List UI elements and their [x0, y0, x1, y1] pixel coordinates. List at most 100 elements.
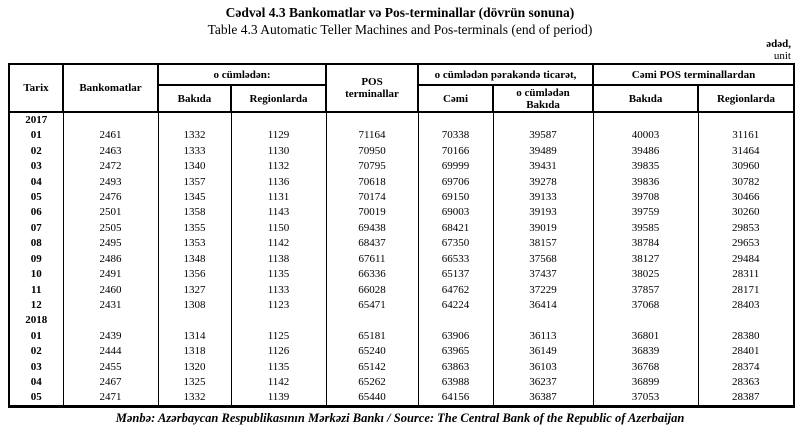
value-cell: 1136	[230, 174, 327, 190]
value-cell: 36899	[592, 375, 699, 391]
value-cell: 70166	[417, 143, 494, 159]
value-cell: 65440	[325, 390, 419, 407]
col-header-o-cumleden-bakida: o cümlədən Bakıda	[492, 84, 595, 113]
empty-cell	[592, 112, 699, 128]
value-cell: 2495	[62, 236, 159, 252]
value-cell: 63965	[417, 344, 494, 360]
value-cell: 36839	[592, 344, 699, 360]
data-row: 01 2439 1314 1125 65181 63906 36113 36801 28380	[8, 328, 795, 345]
value-cell: 65240	[325, 344, 419, 360]
statistics-table: Tarix Bankomatlar o cümlədən: POS termin…	[8, 63, 796, 409]
value-cell: 64156	[417, 390, 494, 407]
value-cell: 68421	[417, 220, 494, 237]
value-cell: 29653	[697, 236, 795, 252]
data-row: 01 2461 1332 1129 71164 70338 39587 40003 31161	[8, 128, 795, 144]
data-row: 10 2491 1356 1135 66336 65137 37437 38025 28311	[8, 266, 795, 283]
value-cell: 66028	[325, 282, 419, 298]
value-cell: 69438	[325, 220, 419, 237]
value-cell: 70019	[325, 205, 419, 221]
year-label: 2017	[8, 112, 64, 128]
table-title-az: Cədvəl 4.3 Bankomatlar və Pos-terminalla…	[225, 5, 575, 20]
value-cell: 1332	[157, 390, 232, 407]
value-cell: 39431	[492, 158, 594, 175]
value-cell: 71164	[325, 128, 419, 144]
value-cell: 70795	[325, 158, 419, 175]
value-cell: 2467	[62, 375, 159, 391]
value-cell: 66336	[325, 266, 419, 283]
value-cell: 39133	[492, 189, 594, 206]
col-header-bankomatlar: Bankomatlar	[62, 63, 159, 113]
value-cell: 1314	[157, 328, 232, 345]
col-header-regionlarda: Regionlarda	[229, 84, 328, 113]
value-cell: 1125	[230, 328, 327, 345]
value-cell: 65142	[325, 359, 419, 375]
value-cell: 29853	[697, 220, 795, 237]
value-cell: 70174	[325, 189, 419, 206]
table-title-en: Table 4.3 Automatic Teller Machines and …	[207, 22, 593, 37]
data-row: 07 2505 1355 1150 69438 68421 39019 39585 29853	[8, 220, 795, 237]
value-cell: 39278	[492, 174, 594, 190]
value-cell: 38157	[492, 236, 594, 252]
group-header-retail-trade: o cümlədən pərakəndə ticarət,	[417, 63, 595, 86]
value-cell: 2471	[62, 390, 159, 407]
data-row: 03 2455 1320 1135 65142 63863 36103 36768 28374	[8, 359, 795, 375]
value-cell: 28311	[697, 266, 795, 283]
value-cell: 37437	[492, 266, 594, 283]
value-cell: 36149	[492, 344, 594, 360]
empty-cell	[592, 313, 699, 329]
value-cell: 1143	[230, 205, 327, 221]
empty-cell	[325, 313, 419, 329]
value-cell: 39708	[592, 189, 699, 206]
value-cell: 65471	[325, 297, 419, 314]
value-cell: 1139	[230, 390, 327, 407]
value-cell: 2431	[62, 297, 159, 314]
empty-cell	[62, 313, 159, 329]
empty-cell	[492, 112, 594, 128]
data-row: 03 2472 1340 1132 70795 69999 39431 39835 30960	[8, 158, 795, 175]
value-cell: 1138	[230, 251, 327, 267]
value-cell: 2439	[62, 328, 159, 345]
col-header-pos-line2: terminallar	[345, 88, 399, 100]
unit-label-en: unit	[773, 49, 791, 62]
value-cell: 1358	[157, 205, 232, 221]
value-cell: 39835	[592, 158, 699, 175]
value-cell: 37568	[492, 251, 594, 267]
year-label: 2018	[8, 313, 64, 329]
empty-cell	[697, 112, 795, 128]
data-row: 11 2460 1327 1133 66028 64762 37229 37857 28171	[8, 282, 795, 298]
empty-cell	[492, 313, 594, 329]
value-cell: 30260	[697, 205, 795, 221]
value-cell: 1129	[230, 128, 327, 144]
value-cell: 1132	[230, 158, 327, 175]
value-cell: 1325	[157, 375, 232, 391]
group-header-o-cumleden: o cümlədən:	[156, 63, 328, 86]
value-cell: 28387	[697, 390, 795, 407]
month-label: 01	[8, 328, 64, 345]
value-cell: 1355	[157, 220, 232, 237]
value-cell: 1126	[230, 344, 327, 360]
data-row: 02 2463 1333 1130 70950 70166 39489 39486 31464	[8, 143, 795, 159]
month-label: 08	[8, 236, 64, 252]
value-cell: 2486	[62, 251, 159, 267]
source-note: Mənbə: Azərbaycan Respublikasının Mərkəz…	[115, 411, 685, 426]
month-label: 07	[8, 220, 64, 237]
unit-label: ədəd, unit	[0, 38, 800, 62]
value-cell: 69706	[417, 174, 494, 190]
month-label: 05	[8, 390, 64, 407]
value-cell: 1327	[157, 282, 232, 298]
value-cell: 36237	[492, 375, 594, 391]
value-cell: 65137	[417, 266, 494, 283]
value-cell: 1135	[230, 359, 327, 375]
month-label: 03	[8, 158, 64, 175]
value-cell: 66533	[417, 251, 494, 267]
value-cell: 64762	[417, 282, 494, 298]
empty-cell	[157, 313, 232, 329]
value-cell: 1123	[230, 297, 327, 314]
value-cell: 69003	[417, 205, 494, 221]
value-cell: 36414	[492, 297, 594, 314]
value-cell: 65181	[325, 328, 419, 345]
col-header-cemi: Cəmi	[417, 84, 495, 113]
value-cell: 2476	[62, 189, 159, 206]
table-header: Tarix Bankomatlar o cümlədən: POS termin…	[8, 63, 796, 113]
col-header-tarix: Tarix	[8, 63, 64, 113]
